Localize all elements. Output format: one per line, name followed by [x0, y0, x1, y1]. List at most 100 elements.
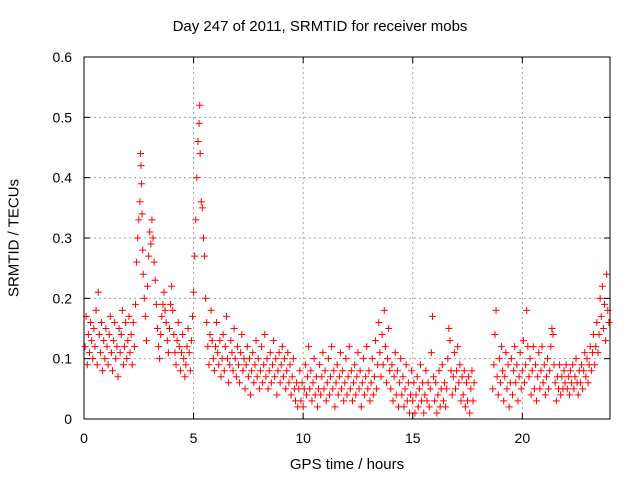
- data-point: [289, 355, 297, 363]
- data-point: [361, 391, 369, 399]
- data-point: [130, 343, 138, 351]
- data-point: [572, 355, 580, 363]
- data-point: [214, 349, 222, 357]
- data-point: [297, 397, 305, 405]
- data-point: [178, 349, 186, 357]
- data-point: [160, 288, 168, 296]
- data-point: [188, 312, 196, 320]
- data-point: [567, 367, 575, 375]
- data-point: [513, 361, 521, 369]
- data-point: [226, 361, 234, 369]
- data-point: [525, 373, 533, 381]
- data-point: [329, 385, 337, 393]
- data-point: [428, 312, 436, 320]
- data-point: [460, 367, 468, 375]
- y-tick-label: 0.3: [53, 230, 73, 246]
- x-tick-label: 10: [295, 430, 311, 446]
- data-point: [448, 391, 456, 399]
- data-point: [538, 343, 546, 351]
- data-point: [165, 325, 173, 332]
- data-point: [466, 409, 474, 417]
- data-point: [511, 343, 519, 351]
- data-point: [174, 318, 182, 326]
- data-point: [114, 373, 122, 381]
- data-point: [415, 385, 423, 393]
- data-point: [112, 355, 120, 363]
- data-point: [498, 343, 506, 351]
- data-point: [125, 312, 133, 320]
- data-point: [496, 379, 504, 387]
- data-point: [153, 325, 161, 332]
- data-point: [377, 373, 385, 381]
- data-point: [273, 391, 281, 399]
- data-point: [263, 355, 271, 363]
- data-point: [262, 373, 270, 381]
- data-point: [505, 403, 513, 411]
- data-point: [546, 367, 554, 375]
- data-point: [111, 318, 119, 326]
- data-point: [540, 361, 548, 369]
- data-point: [162, 318, 170, 326]
- data-point: [199, 234, 207, 242]
- data-point: [439, 397, 447, 405]
- data-point: [384, 355, 392, 363]
- data-point: [96, 349, 104, 357]
- data-point: [591, 361, 599, 369]
- data-point: [457, 397, 465, 405]
- data-point: [373, 385, 381, 393]
- data-point: [354, 349, 362, 357]
- data-point: [397, 355, 405, 363]
- data-point: [593, 318, 601, 326]
- data-point: [359, 355, 367, 363]
- data-point: [204, 343, 212, 351]
- data-point: [102, 325, 110, 332]
- data-point: [216, 337, 224, 345]
- data-point: [268, 361, 276, 369]
- data-point: [95, 331, 103, 339]
- data-point: [456, 361, 464, 369]
- plot-frame: [83, 56, 611, 420]
- data-point: [469, 397, 477, 405]
- data-point: [375, 318, 383, 326]
- data-point: [328, 343, 336, 351]
- data-point: [409, 397, 417, 405]
- data-point: [396, 379, 404, 387]
- data-point: [197, 198, 205, 206]
- data-point: [241, 385, 249, 393]
- data-point: [127, 331, 135, 339]
- data-point: [101, 355, 109, 363]
- data-point: [362, 373, 370, 381]
- data-point: [104, 361, 112, 369]
- data-point: [271, 373, 279, 381]
- data-point: [339, 367, 347, 375]
- data-point: [248, 367, 256, 375]
- data-point: [535, 349, 543, 357]
- data-point: [470, 379, 478, 387]
- data-point: [382, 379, 390, 387]
- data-point: [136, 198, 144, 206]
- data-point: [287, 391, 295, 399]
- data-point: [348, 397, 356, 405]
- data-point: [438, 361, 446, 369]
- data-point: [232, 373, 240, 381]
- data-point: [557, 391, 565, 399]
- data-point: [504, 361, 512, 369]
- data-point: [523, 306, 531, 314]
- data-point: [379, 361, 387, 369]
- data-point: [133, 258, 141, 266]
- data-point: [367, 379, 375, 387]
- data-point: [495, 355, 503, 363]
- data-point: [518, 367, 526, 375]
- data-point: [376, 349, 384, 357]
- data-point: [155, 343, 163, 351]
- data-point: [202, 294, 210, 302]
- data-point: [512, 379, 520, 387]
- data-point: [228, 349, 236, 357]
- data-point: [224, 355, 232, 363]
- data-point: [461, 403, 469, 411]
- data-point: [529, 343, 537, 351]
- data-point: [152, 300, 160, 308]
- data-point: [194, 137, 202, 145]
- data-point: [299, 403, 307, 411]
- data-point: [282, 385, 290, 393]
